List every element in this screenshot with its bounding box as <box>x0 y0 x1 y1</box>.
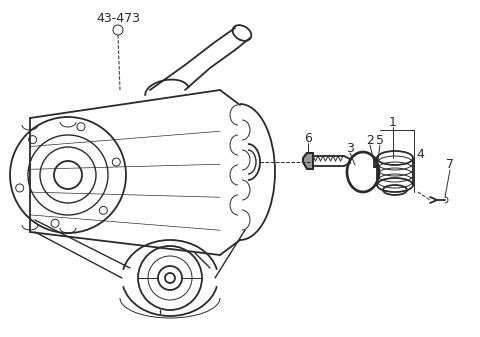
Text: 43-473: 43-473 <box>96 11 140 25</box>
Text: 5: 5 <box>376 133 384 147</box>
Polygon shape <box>303 153 313 169</box>
Text: 4: 4 <box>416 149 424 161</box>
Text: 6: 6 <box>304 131 312 145</box>
Text: 1: 1 <box>389 116 397 128</box>
Text: 7: 7 <box>446 158 454 172</box>
Text: 3: 3 <box>346 142 354 154</box>
Text: 2: 2 <box>366 133 374 147</box>
